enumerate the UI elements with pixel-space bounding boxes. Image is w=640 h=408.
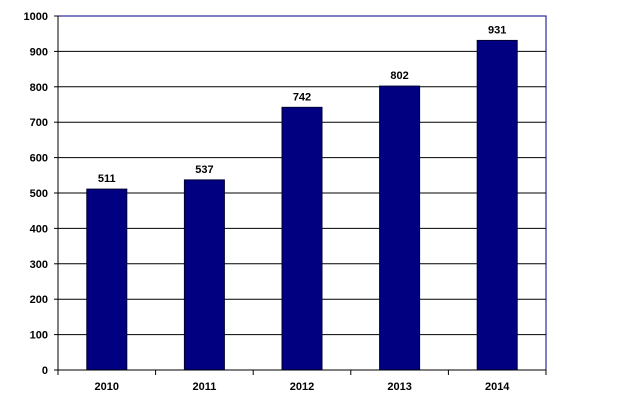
bar xyxy=(183,179,225,371)
x-tick-label: 2011 xyxy=(192,381,216,393)
y-axis-tick-labels: 0 100 200 300 400 500 600 700 800 900 1000 xyxy=(24,11,59,377)
data-label: 802 xyxy=(390,70,408,82)
y-tick-label: 300 xyxy=(30,259,48,271)
y-tick-label: 500 xyxy=(30,188,48,200)
y-tick-label: 900 xyxy=(30,46,48,58)
data-label: 742 xyxy=(293,91,311,103)
data-labels: 511 537 742 802 931 xyxy=(98,24,506,185)
y-tick-label: 0 xyxy=(42,365,48,377)
data-label: 511 xyxy=(98,173,116,185)
x-tick-label: 2012 xyxy=(290,381,314,393)
y-tick-label: 600 xyxy=(30,153,48,165)
y-tick-label: 200 xyxy=(30,294,48,306)
bar xyxy=(86,188,128,371)
bar xyxy=(281,106,323,371)
bars xyxy=(86,39,518,371)
y-tick-label: 700 xyxy=(30,117,48,129)
y-tick-label: 400 xyxy=(30,223,48,235)
bar xyxy=(379,85,421,371)
x-tick-label: 2013 xyxy=(387,381,411,393)
x-tick-label: 2010 xyxy=(95,381,119,393)
x-tick-label: 2014 xyxy=(485,381,510,393)
y-tick-label: 800 xyxy=(30,82,48,94)
bar xyxy=(476,39,518,371)
y-tick-label: 100 xyxy=(30,330,48,342)
data-label: 931 xyxy=(488,24,506,36)
data-label: 537 xyxy=(195,164,213,176)
x-axis-tick-labels: 2010 2011 2012 2013 2014 xyxy=(57,369,547,393)
y-tick-label: 1000 xyxy=(24,11,48,23)
